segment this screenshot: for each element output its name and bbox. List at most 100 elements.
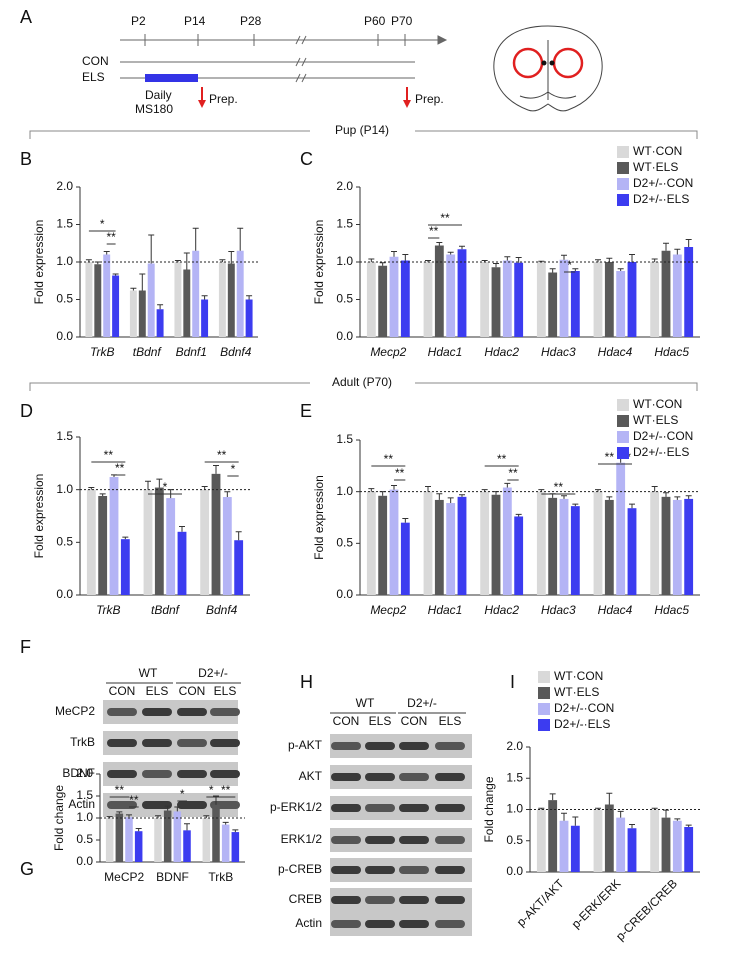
bar xyxy=(400,260,410,337)
error-bar xyxy=(192,227,199,251)
legend-swatch xyxy=(538,719,550,731)
y-axis-title: Fold expression xyxy=(312,475,326,560)
error-bar xyxy=(148,234,155,264)
error-bar xyxy=(685,495,692,499)
error-bar xyxy=(515,257,522,263)
row-label: ELS xyxy=(82,70,105,84)
blot-band xyxy=(331,896,361,904)
timeline-label: P28 xyxy=(240,14,262,28)
significance-label: ** xyxy=(115,783,125,797)
bar xyxy=(174,262,182,337)
bar xyxy=(86,489,96,595)
bar xyxy=(202,818,211,862)
y-tick-label: 0.0 xyxy=(76,854,93,868)
x-tick-label: Bdnf1 xyxy=(176,345,207,359)
bar xyxy=(423,491,433,595)
significance-label: ** xyxy=(395,466,405,480)
legend-swatch xyxy=(617,399,629,411)
bar xyxy=(143,489,153,595)
error-bar xyxy=(459,494,465,497)
section-rules xyxy=(29,130,698,391)
blot-band xyxy=(177,739,207,747)
legend-label: D2+/-·CON xyxy=(554,701,614,715)
error-bar xyxy=(246,295,253,300)
blot-band xyxy=(399,866,429,874)
panel-label: I xyxy=(510,672,515,692)
treatment-label: Daily xyxy=(145,88,172,102)
error-bar xyxy=(629,824,635,829)
bar xyxy=(616,271,626,337)
x-tick-label: Hdac3 xyxy=(541,345,576,359)
timeline-label: P14 xyxy=(184,14,206,28)
y-tick-label: 0.5 xyxy=(336,292,353,306)
error-bar xyxy=(183,252,190,270)
bar xyxy=(570,271,580,337)
y-tick-label: 0.0 xyxy=(56,329,73,343)
legend-swatch xyxy=(617,162,629,174)
x-tick-label: BDNF xyxy=(156,870,189,884)
blot-band xyxy=(107,708,137,716)
y-tick-label: 0.5 xyxy=(76,832,93,846)
bar xyxy=(604,499,614,595)
blot-band xyxy=(107,770,137,778)
bar xyxy=(201,299,209,337)
error-bar xyxy=(368,258,375,262)
bar xyxy=(548,272,558,337)
bar xyxy=(446,503,456,595)
bar xyxy=(650,809,660,872)
significance-label: ** xyxy=(440,211,450,225)
blot-band xyxy=(177,801,207,809)
bar xyxy=(400,522,410,595)
x-tick-label: Hdac2 xyxy=(484,345,519,359)
bar xyxy=(366,262,376,337)
error-bar xyxy=(549,793,556,801)
error-bar xyxy=(237,227,244,251)
treatment-label: MS180 xyxy=(135,102,173,116)
blot-row-label: MeCP2 xyxy=(55,704,95,718)
bar xyxy=(570,825,580,872)
error-bar xyxy=(379,262,386,266)
blot-band xyxy=(210,739,240,747)
group-label: D2+/- xyxy=(407,696,437,710)
error-bar xyxy=(201,295,208,300)
blot-band xyxy=(365,804,395,812)
blot-row-label: CREB xyxy=(289,892,322,906)
bar xyxy=(218,262,226,337)
blot-band xyxy=(142,708,172,716)
error-bar xyxy=(112,273,119,276)
y-axis-title: Fold expression xyxy=(312,220,326,305)
y-tick-label: 1.0 xyxy=(336,484,353,498)
panel-label: A xyxy=(20,7,32,27)
error-bar xyxy=(685,239,692,247)
error-bar xyxy=(402,518,409,523)
error-bar xyxy=(156,478,163,488)
blot-row-label: Actin xyxy=(295,916,322,930)
bar xyxy=(378,265,388,337)
panel-label: B xyxy=(20,149,32,169)
error-bar xyxy=(572,503,579,507)
error-bar xyxy=(504,482,511,488)
blot-band xyxy=(365,866,395,874)
legend-label: D2+/-·ELS xyxy=(554,717,610,731)
blot-band xyxy=(399,773,429,781)
bar xyxy=(236,250,244,337)
blot-band xyxy=(142,739,172,747)
bar xyxy=(570,506,580,595)
y-tick-label: 1.0 xyxy=(56,482,73,496)
significance-label: ** xyxy=(106,230,116,244)
y-axis-title: Fold change xyxy=(52,785,66,851)
bar xyxy=(138,290,146,337)
bar xyxy=(173,811,182,862)
bar xyxy=(536,262,546,337)
blot-band xyxy=(399,896,429,904)
error-bar xyxy=(99,493,106,496)
bar xyxy=(627,262,637,337)
legend-swatch xyxy=(617,146,629,158)
blot-band xyxy=(210,708,240,716)
bar xyxy=(163,810,172,862)
y-tick-label: 1.5 xyxy=(506,770,523,784)
bar xyxy=(627,508,637,595)
bar xyxy=(434,499,444,595)
error-bar xyxy=(561,254,567,260)
timeline xyxy=(120,35,448,108)
